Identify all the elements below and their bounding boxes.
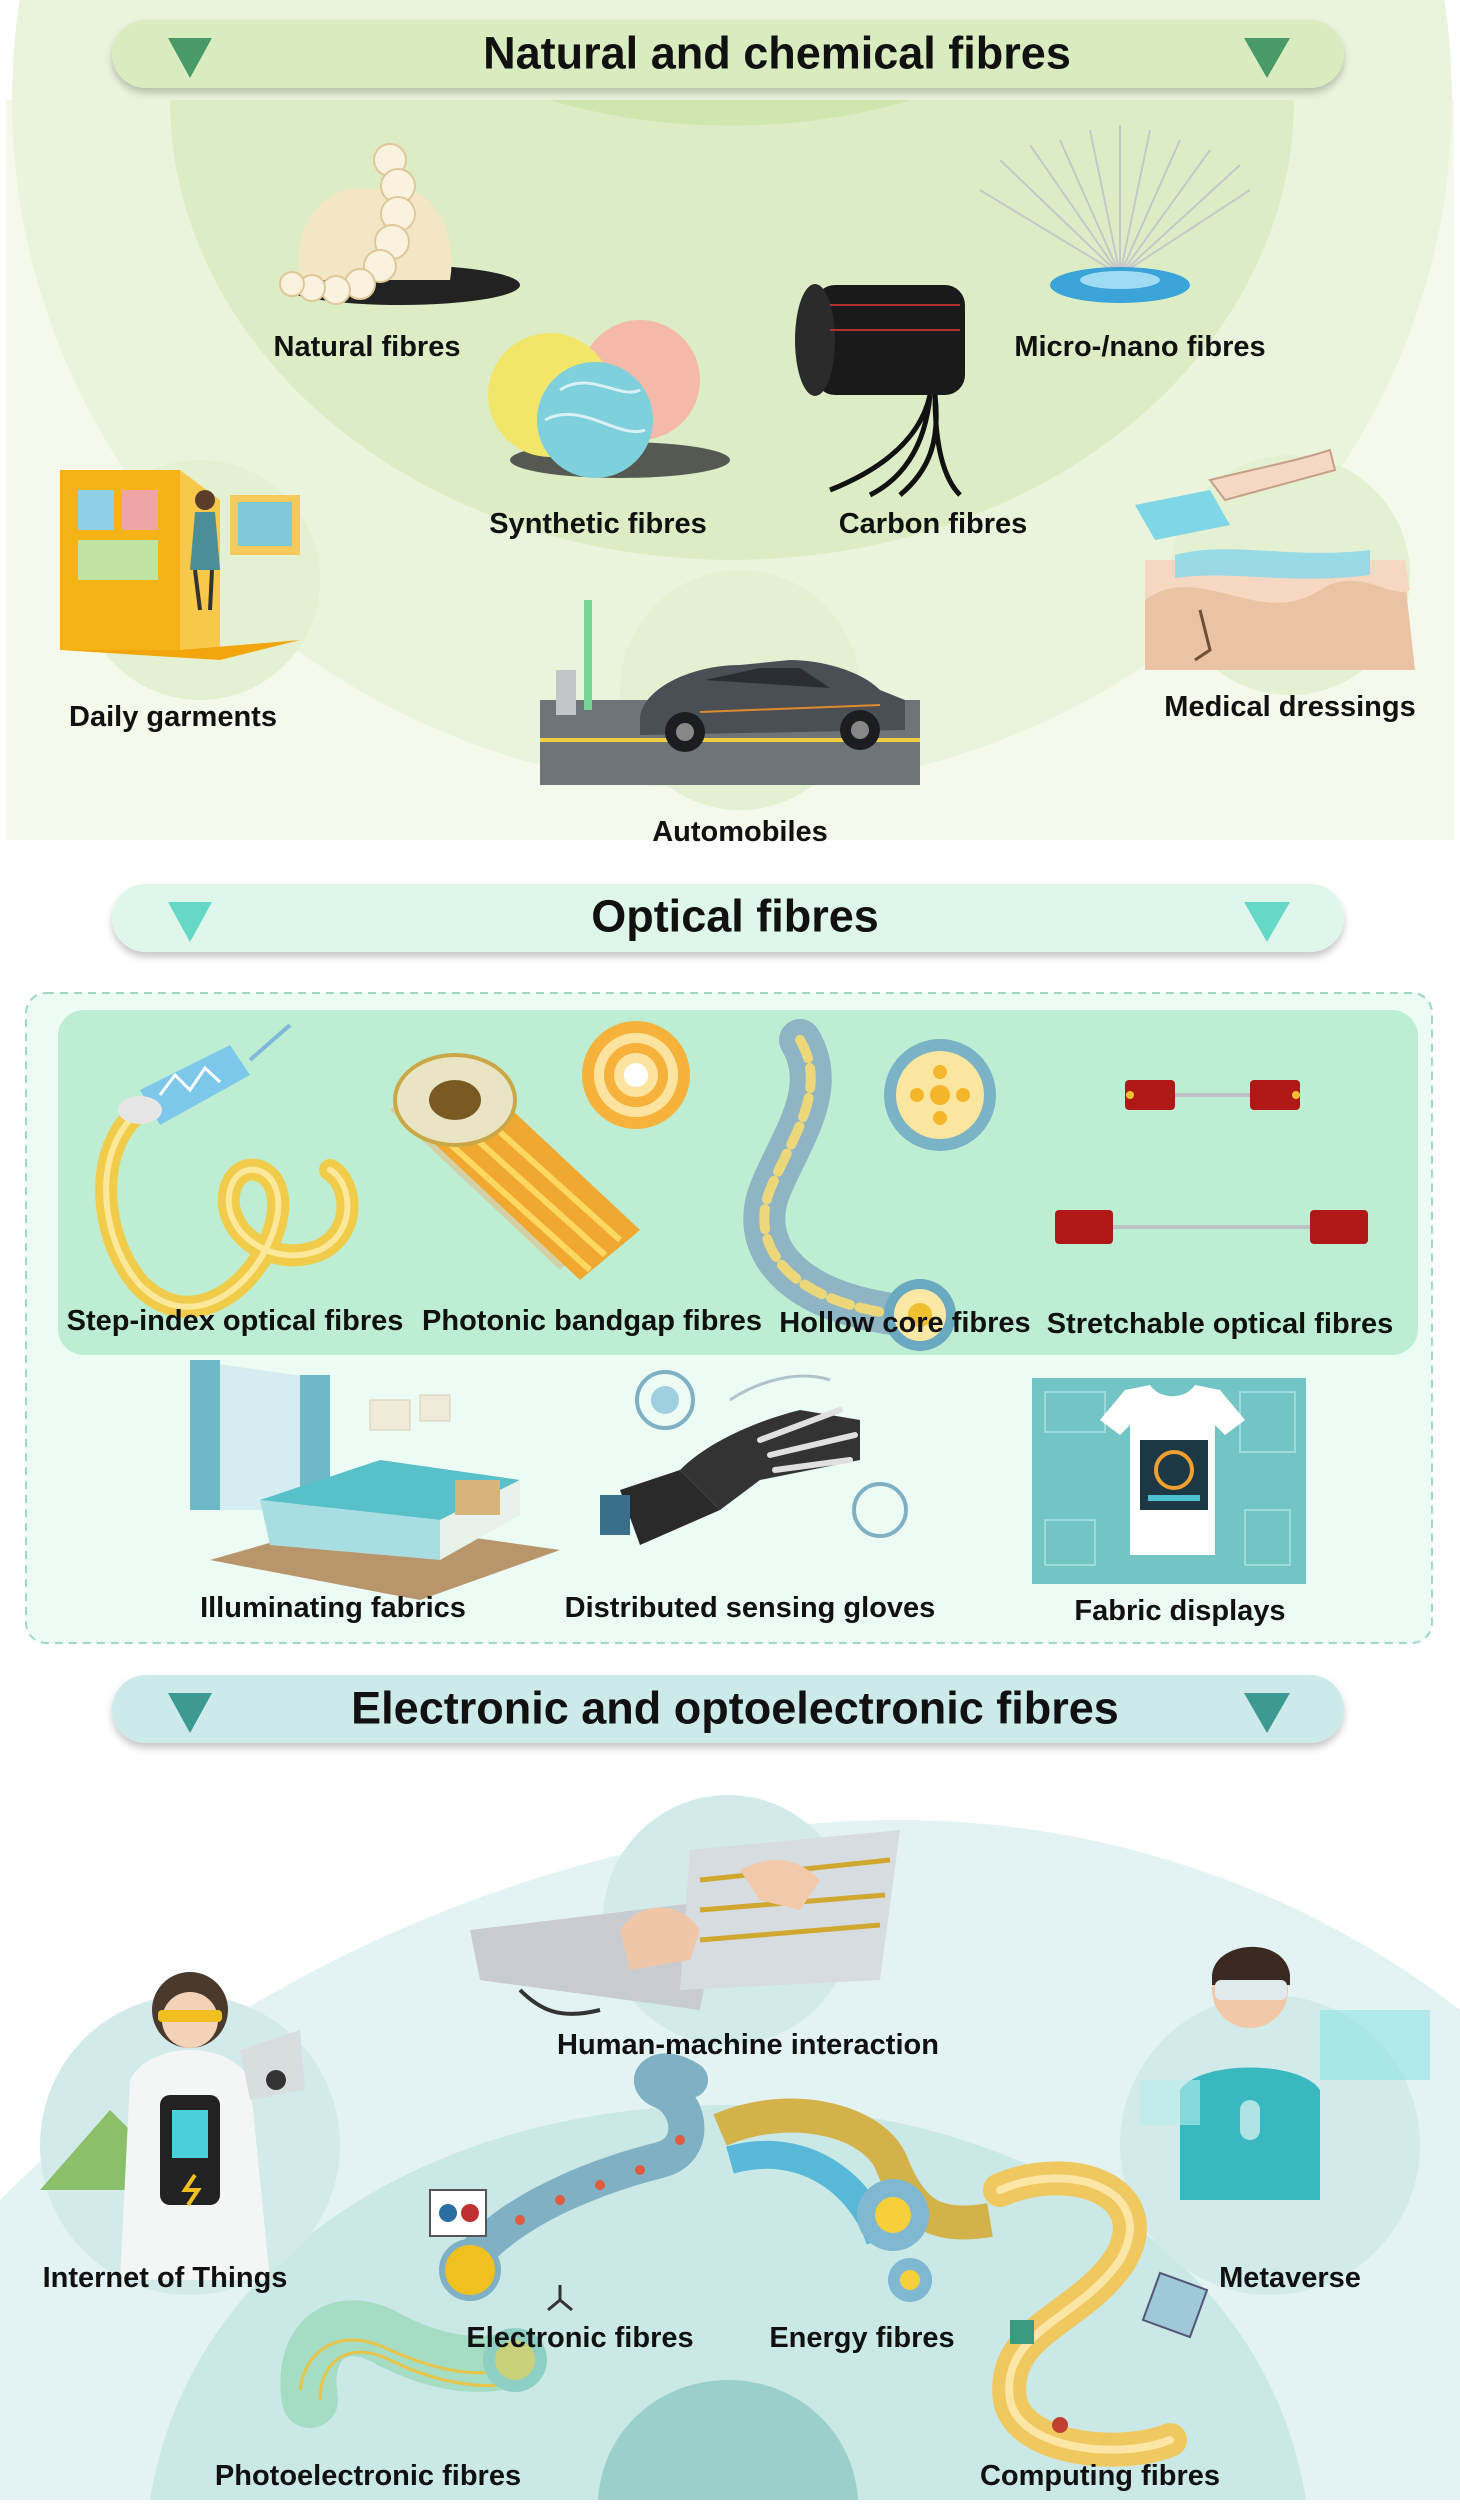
triangle-left-icon [168, 902, 212, 942]
label-internet-of-things: Internet of Things [42, 2262, 288, 2294]
label-step-index-optical-fibres: Step-index optical fibres [66, 1305, 404, 1337]
label-photonic-bandgap-fibres: Photonic bandgap fibres [422, 1305, 762, 1337]
banner-natural-chemical [112, 20, 1344, 88]
label-medical-dressings: Medical dressings [1164, 691, 1416, 723]
section-title-optical: Optical fibres [591, 890, 879, 942]
label-distributed-sensing-gloves: Distributed sensing gloves [564, 1592, 936, 1624]
sensing-gloves-illustration [600, 1370, 908, 1545]
label-photoelectronic-fibres: Photoelectronic fibres [214, 2460, 522, 2492]
banner-optical [112, 884, 1344, 952]
label-daily-garments: Daily garments [69, 701, 277, 733]
label-stretchable-optical-fibres: Stretchable optical fibres [1046, 1308, 1394, 1340]
banner-electronic [112, 1675, 1344, 1743]
triangle-right-icon [1244, 1693, 1290, 1733]
section-title-natural-chemical: Natural and chemical fibres [483, 27, 1071, 79]
energy-fibres-illustration [713, 2098, 993, 2302]
human-machine-illustration [470, 1830, 900, 2016]
illuminating-fabrics-illustration [190, 1360, 560, 1600]
carbon-fibres-illustration [795, 284, 965, 498]
computing-fibres-illustration [983, 2161, 1209, 2467]
triangle-right-icon [1244, 38, 1290, 78]
label-human-machine-interaction: Human-machine interaction [557, 2029, 939, 2061]
photonic-bandgap-fibre-illustration [390, 1021, 690, 1280]
label-micro-nano-fibres: Micro-/nano fibres [1014, 331, 1266, 363]
triangle-right-icon [1244, 902, 1290, 942]
metaverse-illustration [1140, 1946, 1430, 2200]
automobiles-illustration [540, 600, 920, 785]
label-energy-fibres: Energy fibres [769, 2322, 955, 2354]
medical-dressings-illustration [1135, 448, 1415, 670]
label-natural-fibres: Natural fibres [273, 331, 461, 363]
triangle-left-icon [168, 38, 212, 78]
stretchable-fibre-illustration [1055, 1080, 1368, 1244]
electronic-fibres-illustration [429, 2053, 708, 2312]
triangle-left-icon [168, 1693, 212, 1733]
label-carbon-fibres: Carbon fibres [838, 508, 1028, 540]
label-automobiles: Automobiles [652, 816, 828, 848]
daily-garments-illustration [60, 470, 300, 660]
label-fabric-displays: Fabric displays [1074, 1595, 1286, 1627]
natural-fibres-illustration [279, 143, 520, 305]
photoelectronic-fibres-illustration [280, 2300, 547, 2428]
micro-nano-fibres-illustration [979, 125, 1251, 303]
label-illuminating-fabrics: Illuminating fabrics [200, 1592, 466, 1624]
section-title-electronic: Electronic and optoelectronic fibres [351, 1682, 1119, 1734]
fabric-displays-illustration [1032, 1378, 1306, 1584]
label-metaverse: Metaverse [1219, 2262, 1361, 2294]
synthetic-fibres-illustration [488, 320, 730, 478]
label-computing-fibres: Computing fibres [979, 2460, 1221, 2492]
label-hollow-core-fibres: Hollow core fibres [779, 1307, 1031, 1339]
label-synthetic-fibres: Synthetic fibres [489, 508, 707, 540]
step-index-fibre-illustration [95, 1023, 359, 1318]
label-electronic-fibres: Electronic fibres [466, 2322, 694, 2354]
internet-of-things-illustration [40, 1972, 305, 2280]
hollow-core-fibre-illustration [743, 1019, 996, 1351]
